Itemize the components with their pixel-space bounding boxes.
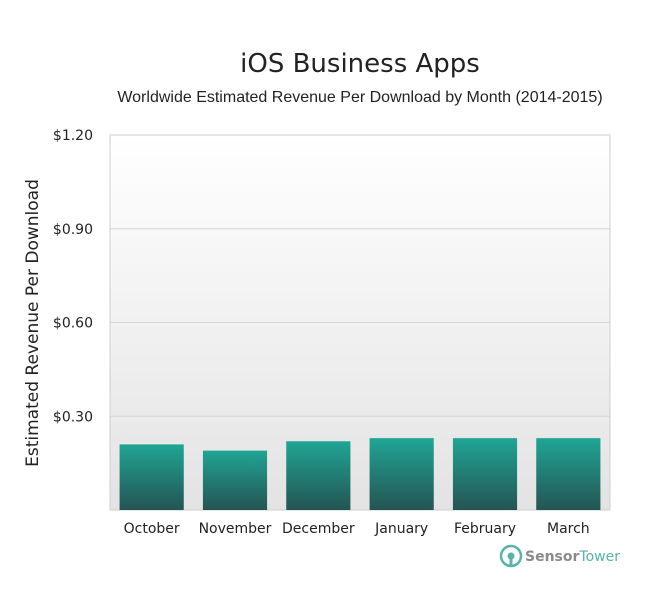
bar-january <box>369 438 434 510</box>
bars <box>119 438 601 510</box>
x-tick-label: February <box>454 521 516 537</box>
y-tick-label: $1.20 <box>53 128 93 144</box>
y-tick-label: $0.30 <box>53 409 93 425</box>
x-tick-label: November <box>199 521 272 537</box>
y-tick-label: $0.90 <box>53 222 93 238</box>
sensortower-logo-icon <box>499 544 523 568</box>
y-axis-label: Estimated Revenue Per Download <box>23 179 43 467</box>
bar-december <box>286 441 351 510</box>
bar-march <box>536 438 601 510</box>
y-tick-label: $0.60 <box>53 316 93 332</box>
x-tick-label: March <box>547 521 590 537</box>
bar-february <box>452 438 518 510</box>
bar-november <box>202 450 268 510</box>
bar-october <box>119 444 184 510</box>
y-axis-ticks: $0.30 $0.60 $0.90 $1.20 <box>53 128 93 425</box>
x-tick-label: January <box>374 521 428 537</box>
brand-name-tower: Tower <box>578 549 620 565</box>
chart-title: iOS Business Apps <box>240 49 480 79</box>
chart-subtitle: Worldwide Estimated Revenue Per Download… <box>117 89 602 106</box>
x-tick-label: December <box>282 521 355 537</box>
x-axis-ticks: October November December January February Ma… <box>124 521 590 537</box>
sensortower-logo: SensorTower <box>499 544 620 568</box>
brand-name-sensor: Sensor <box>525 549 579 565</box>
svg-text:SensorTower: SensorTower <box>525 549 620 565</box>
x-tick-label: October <box>124 521 180 537</box>
grid-lines <box>110 228 610 417</box>
